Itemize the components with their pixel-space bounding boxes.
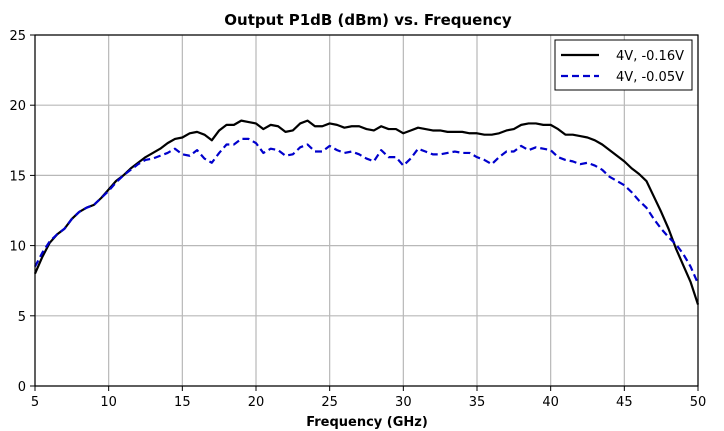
x-tick-label: 45: [616, 395, 633, 410]
x-tick-label: 30: [395, 395, 412, 410]
series-line-2: [34, 137, 700, 284]
y-tick-label: 10: [9, 240, 26, 255]
x-tick-label: 5: [31, 395, 39, 410]
plot-frame: [34, 34, 699, 387]
x-tick-label: 10: [100, 395, 117, 410]
legend-box: [554, 39, 693, 91]
x-tick-label: 35: [469, 395, 486, 410]
legend-label-series-2: 4V, -0.05V: [616, 70, 684, 85]
series-line-1: [33, 119, 700, 305]
x-axis-label: Frequency (GHz): [306, 415, 428, 430]
y-tick-label: 0: [18, 380, 26, 395]
x-tick-label: 15: [174, 395, 191, 410]
chart-title: Output P1dB (dBm) vs. Frequency: [224, 11, 512, 29]
series-layer: [33, 119, 700, 305]
legend-label-series-1: 4V, -0.16V: [616, 49, 684, 64]
x-tick-label: 20: [248, 395, 265, 410]
y-tick-label: 15: [9, 169, 26, 184]
x-tick-label: 40: [542, 395, 559, 410]
y-tick-label: 20: [9, 99, 26, 114]
x-tick-label: 50: [690, 395, 707, 410]
x-tick-label: 25: [321, 395, 338, 410]
legend: 4V, -0.16V 4V, -0.05V: [554, 39, 693, 91]
y-tick-label: 5: [18, 310, 26, 325]
y-tick-label: 25: [9, 29, 26, 44]
